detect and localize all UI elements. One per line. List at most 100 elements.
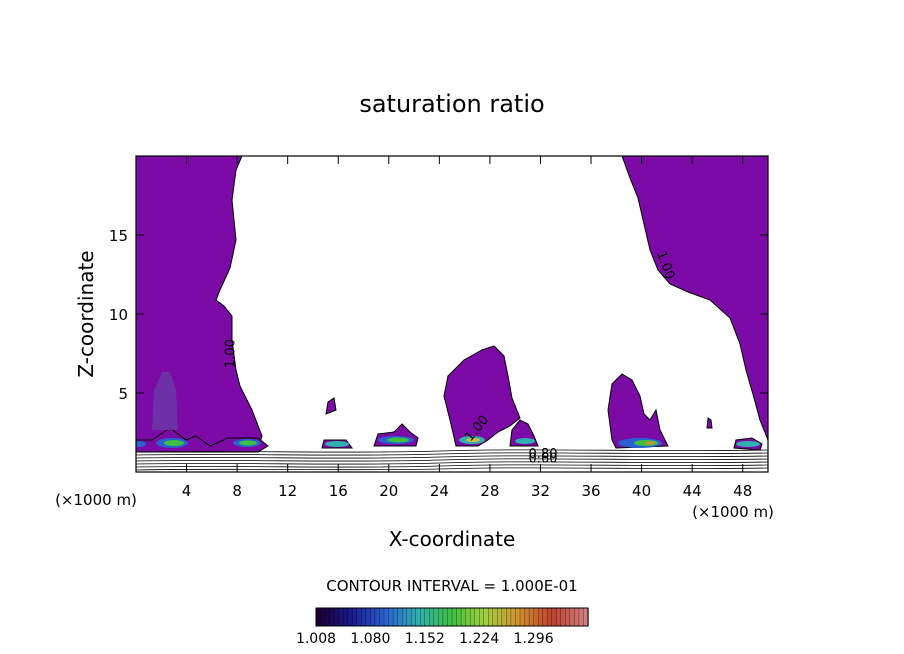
- colorbar-swatch: [333, 607, 340, 627]
- x-tick-label: 48: [733, 482, 752, 500]
- cloud-45-small: [706, 417, 713, 429]
- contour-interval-label: CONTOUR INTERVAL = 1.000E-01: [326, 577, 577, 595]
- colorbar-swatch: [347, 607, 353, 627]
- supersaturation-highlights: [136, 436, 760, 448]
- colorbar-swatch: [569, 607, 576, 627]
- x-unit-left: (×1000 m): [55, 491, 137, 509]
- colorbar-swatch: [411, 607, 417, 627]
- colorbar-swatch: [361, 607, 367, 627]
- colorbar-swatch: [560, 607, 566, 627]
- colorbar-swatch: [456, 607, 462, 627]
- colorbar-swatch: [329, 607, 335, 627]
- contour-label: 1.00: [224, 339, 239, 368]
- x-unit-right: (×1000 m): [692, 503, 774, 521]
- y-tick-label: 5: [118, 385, 128, 403]
- x-tick-label: 36: [581, 482, 600, 500]
- cloud-27: [443, 345, 521, 447]
- colorbar-swatch: [515, 607, 521, 627]
- x-axis-label: X-coordinate: [389, 527, 516, 551]
- colorbar-swatch: [433, 607, 440, 627]
- colorbar-swatch: [379, 607, 385, 627]
- x-tick-label: 44: [683, 482, 702, 500]
- colorbar-swatch: [524, 607, 530, 627]
- colorbar-swatch: [383, 607, 390, 627]
- colorbar-tick-label: 1.152: [405, 631, 445, 647]
- colorbar-swatch: [406, 607, 412, 627]
- colorbar-swatch: [469, 607, 476, 627]
- colorbar-swatch: [429, 607, 435, 627]
- colorbar-swatch: [488, 607, 494, 627]
- colorbar-swatch: [483, 607, 489, 627]
- x-tick-label: 12: [278, 482, 297, 500]
- colorbar-swatch: [565, 607, 571, 627]
- y-axis-label: Z-coordinate: [74, 250, 98, 377]
- colorbar-swatch: [401, 607, 408, 627]
- x-tick-label: 24: [430, 482, 449, 500]
- colorbar-swatch: [447, 607, 453, 627]
- colorbar-swatch: [438, 607, 444, 627]
- colorbar-tick-label: 1.008: [296, 631, 336, 647]
- colorbar: 1.008 1.080 1.152 1.224 1.296: [296, 607, 589, 647]
- colorbar-swatch: [506, 607, 512, 627]
- low-level-contours: [136, 449, 768, 471]
- colorbar-tick-label: 1.296: [514, 631, 554, 647]
- contour-label: 0.60: [529, 452, 558, 467]
- x-tick-label: 40: [632, 482, 651, 500]
- colorbar-swatch: [424, 607, 430, 627]
- colorbar-swatch: [338, 607, 344, 627]
- colorbar-tick-label: 1.224: [459, 631, 499, 647]
- colorbar-frame: [315, 607, 589, 627]
- colorbar-swatch: [374, 607, 381, 627]
- x-tick-label: 4: [182, 482, 192, 500]
- colorbar-swatch: [578, 607, 585, 627]
- colorbar-swatch: [519, 607, 526, 627]
- colorbar-swatch: [315, 607, 322, 627]
- contour-labels: 1.001.001.000.800.60: [224, 249, 678, 466]
- colorbar-swatch: [415, 607, 421, 627]
- colorbar-swatch: [356, 607, 362, 627]
- colorbar-swatch: [451, 607, 458, 627]
- colorbar-swatch: [528, 607, 535, 627]
- colorbar-swatch: [397, 607, 403, 627]
- colorbar-swatch: [497, 607, 503, 627]
- colorbar-swatch: [420, 607, 426, 627]
- colorbar-swatch: [460, 607, 467, 627]
- colorbar-swatch: [392, 607, 399, 627]
- colorbar-swatch: [442, 607, 449, 627]
- colorbar-swatch: [492, 607, 498, 627]
- left-plume: [152, 372, 178, 430]
- colorbar-swatch: [365, 607, 372, 627]
- colorbar-swatch: [574, 607, 580, 627]
- right-lower-region: [607, 373, 669, 449]
- chart-title: saturation ratio: [359, 90, 544, 118]
- colorbar-swatch: [320, 607, 326, 627]
- colorbar-swatch: [388, 607, 394, 627]
- y-tick-label: 10: [109, 306, 128, 324]
- x-tick-label: 28: [480, 482, 499, 500]
- colorbar-swatch: [501, 607, 508, 627]
- colorbar-swatch: [547, 607, 553, 627]
- x-tick-label: 32: [531, 482, 550, 500]
- colorbar-swatch: [474, 607, 480, 627]
- colorbar-swatch: [510, 607, 517, 627]
- x-tick-label: 16: [329, 482, 348, 500]
- colorbar-swatch: [556, 607, 562, 627]
- colorbar-tick-label: 1.080: [350, 631, 390, 647]
- colorbar-swatch: [324, 607, 331, 627]
- contour-label: 0.80: [529, 447, 558, 462]
- y-tick-label: 15: [109, 227, 128, 245]
- colorbar-swatch: [465, 607, 471, 627]
- colorbar-swatch: [352, 607, 358, 627]
- colorbar-swatch: [533, 607, 539, 627]
- colorbar-swatch: [370, 607, 376, 627]
- right-saturated-region: [621, 156, 768, 441]
- x-tick-label: 20: [379, 482, 398, 500]
- colorbar-swatch: [537, 607, 544, 627]
- colorbar-swatch: [343, 607, 349, 627]
- cloud-15-small: [325, 397, 337, 415]
- colorbar-swatch: [479, 607, 485, 627]
- colorbar-swatch: [551, 607, 557, 627]
